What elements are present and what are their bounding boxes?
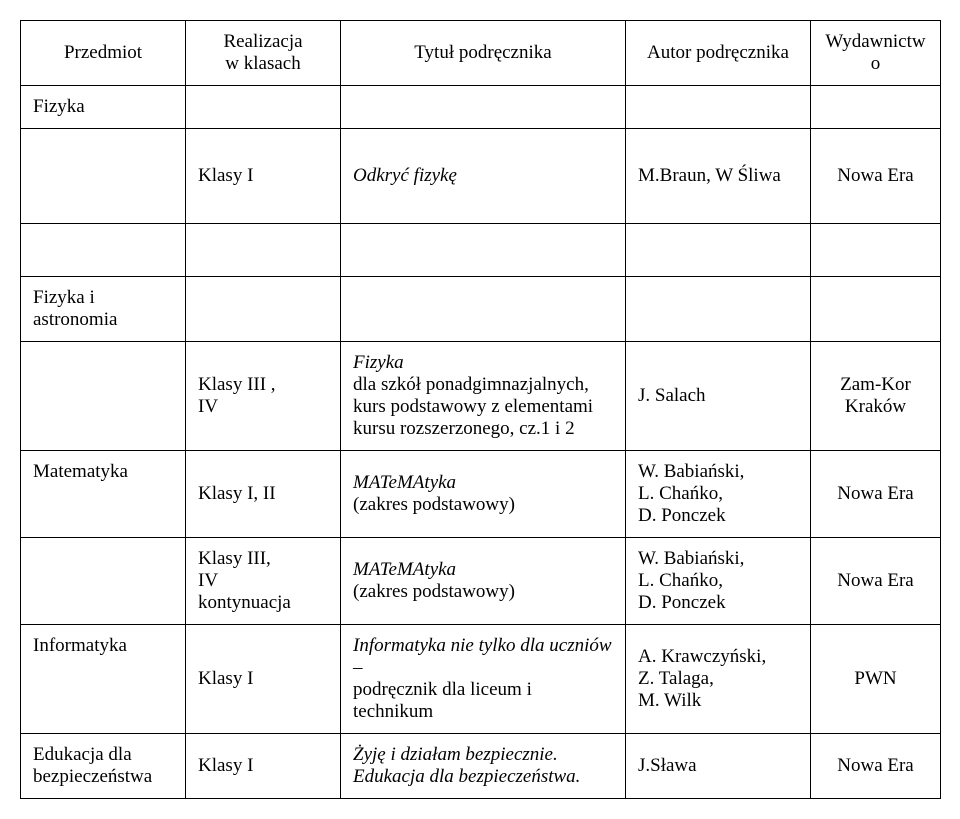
header-classes-l2: w klasach xyxy=(225,53,300,74)
header-author: Autor podręcznika xyxy=(626,21,811,86)
cell-text: Informatyka nie tylko dla uczniów xyxy=(353,635,612,656)
cell-text: MATeMAtyka xyxy=(353,559,456,580)
cell-publisher: Nowa Era xyxy=(811,129,941,224)
cell-publisher: PWN xyxy=(811,625,941,734)
cell-text: D. Ponczek xyxy=(638,505,726,526)
cell-classes: Klasy III, IV kontynuacja xyxy=(186,538,341,625)
cell-classes: Klasy I xyxy=(186,734,341,799)
cell-author xyxy=(626,277,811,342)
table-row: Fizyka i astronomia xyxy=(21,277,941,342)
cell-text: W. Babiański, xyxy=(638,461,744,482)
cell-text: kursu rozszerzonego, cz.1 i 2 xyxy=(353,418,575,439)
cell-text: dla szkół ponadgimnazjalnych, xyxy=(353,374,589,395)
header-title: Tytuł podręcznika xyxy=(341,21,626,86)
cell-publisher: Zam-Kor Kraków xyxy=(811,342,941,451)
cell-author: J.Sława xyxy=(626,734,811,799)
cell-title: MATeMAtyka (zakres podstawowy) xyxy=(341,538,626,625)
cell-publisher xyxy=(811,224,941,277)
cell-publisher xyxy=(811,277,941,342)
cell-text: L. Chańko, xyxy=(638,570,723,591)
cell-author xyxy=(626,224,811,277)
cell-subject xyxy=(21,129,186,224)
cell-text: M. Wilk xyxy=(638,690,701,711)
textbook-table: Przedmiot Realizacja w klasach Tytuł pod… xyxy=(20,20,941,799)
cell-text: Fizyka xyxy=(353,352,404,373)
cell-title: Informatyka nie tylko dla uczniów – podr… xyxy=(341,625,626,734)
table-row: Klasy I Odkryć fizykę M.Braun, W Śliwa N… xyxy=(21,129,941,224)
cell-title xyxy=(341,86,626,129)
cell-subject: Fizyka i astronomia xyxy=(21,277,186,342)
cell-title xyxy=(341,277,626,342)
cell-publisher: Nowa Era xyxy=(811,538,941,625)
cell-text: A. Krawczyński, xyxy=(638,646,766,667)
cell-author: A. Krawczyński, Z. Talaga, M. Wilk xyxy=(626,625,811,734)
cell-text: Z. Talaga, xyxy=(638,668,714,689)
cell-author xyxy=(626,86,811,129)
header-classes: Realizacja w klasach xyxy=(186,21,341,86)
cell-classes: Klasy I, II xyxy=(186,451,341,538)
cell-publisher xyxy=(811,86,941,129)
cell-text: D. Ponczek xyxy=(638,592,726,613)
cell-subject: Matematyka xyxy=(21,451,186,538)
cell-text: podręcznik dla liceum i technikum xyxy=(353,679,532,722)
header-classes-l1: Realizacja xyxy=(223,31,302,52)
cell-classes xyxy=(186,224,341,277)
cell-text: L. Chańko, xyxy=(638,483,723,504)
cell-subject: Fizyka xyxy=(21,86,186,129)
cell-text: (zakres podstawowy) xyxy=(353,494,515,515)
cell-text: bezpieczeństwa xyxy=(33,766,152,787)
cell-classes: Klasy I xyxy=(186,625,341,734)
cell-title: Odkryć fizykę xyxy=(341,129,626,224)
header-publisher: Wydawnictwo xyxy=(811,21,941,86)
table-row: Klasy III , IV Fizyka dla szkół ponadgim… xyxy=(21,342,941,451)
cell-text: Zam-Kor xyxy=(840,374,911,395)
cell-text: Żyję i działam bezpiecznie. xyxy=(353,744,558,765)
cell-classes xyxy=(186,86,341,129)
cell-text: (zakres podstawowy) xyxy=(353,581,515,602)
cell-classes xyxy=(186,277,341,342)
cell-subject xyxy=(21,342,186,451)
cell-subject xyxy=(21,224,186,277)
cell-title: Fizyka dla szkół ponadgimnazjalnych, kur… xyxy=(341,342,626,451)
cell-text: IV xyxy=(198,570,218,591)
cell-author: J. Salach xyxy=(626,342,811,451)
cell-text: MATeMAtyka xyxy=(353,472,456,493)
cell-author: W. Babiański, L. Chańko, D. Ponczek xyxy=(626,538,811,625)
cell-author: W. Babiański, L. Chańko, D. Ponczek xyxy=(626,451,811,538)
cell-text: kontynuacja xyxy=(198,592,291,613)
cell-subject: Informatyka xyxy=(21,625,186,734)
cell-text: Edukacja dla bezpieczeństwa. xyxy=(353,766,580,787)
table-row: Fizyka xyxy=(21,86,941,129)
cell-title: Żyję i działam bezpiecznie. Edukacja dla… xyxy=(341,734,626,799)
cell-subject xyxy=(21,538,186,625)
cell-text: kurs podstawowy z elementami xyxy=(353,396,593,417)
cell-title: MATeMAtyka (zakres podstawowy) xyxy=(341,451,626,538)
cell-text: W. Babiański, xyxy=(638,548,744,569)
cell-publisher: Nowa Era xyxy=(811,734,941,799)
cell-title xyxy=(341,224,626,277)
table-row: Informatyka Klasy I Informatyka nie tylk… xyxy=(21,625,941,734)
cell-text: Edukacja dla xyxy=(33,744,132,765)
cell-subject: Edukacja dla bezpieczeństwa xyxy=(21,734,186,799)
cell-classes: Klasy III , IV xyxy=(186,342,341,451)
header-subject: Przedmiot xyxy=(21,21,186,86)
cell-publisher: Nowa Era xyxy=(811,451,941,538)
cell-classes: Klasy I xyxy=(186,129,341,224)
cell-text: IV xyxy=(198,396,218,417)
cell-text: Klasy III , xyxy=(198,374,276,395)
table-header-row: Przedmiot Realizacja w klasach Tytuł pod… xyxy=(21,21,941,86)
cell-author: M.Braun, W Śliwa xyxy=(626,129,811,224)
table-row: Edukacja dla bezpieczeństwa Klasy I Żyję… xyxy=(21,734,941,799)
table-row-spacer xyxy=(21,224,941,277)
cell-text: Klasy III, xyxy=(198,548,271,569)
cell-text: Kraków xyxy=(845,396,906,417)
table-row: Matematyka Klasy I, II MATeMAtyka (zakre… xyxy=(21,451,941,538)
table-row: Klasy III, IV kontynuacja MATeMAtyka (za… xyxy=(21,538,941,625)
cell-text: – xyxy=(353,657,363,678)
